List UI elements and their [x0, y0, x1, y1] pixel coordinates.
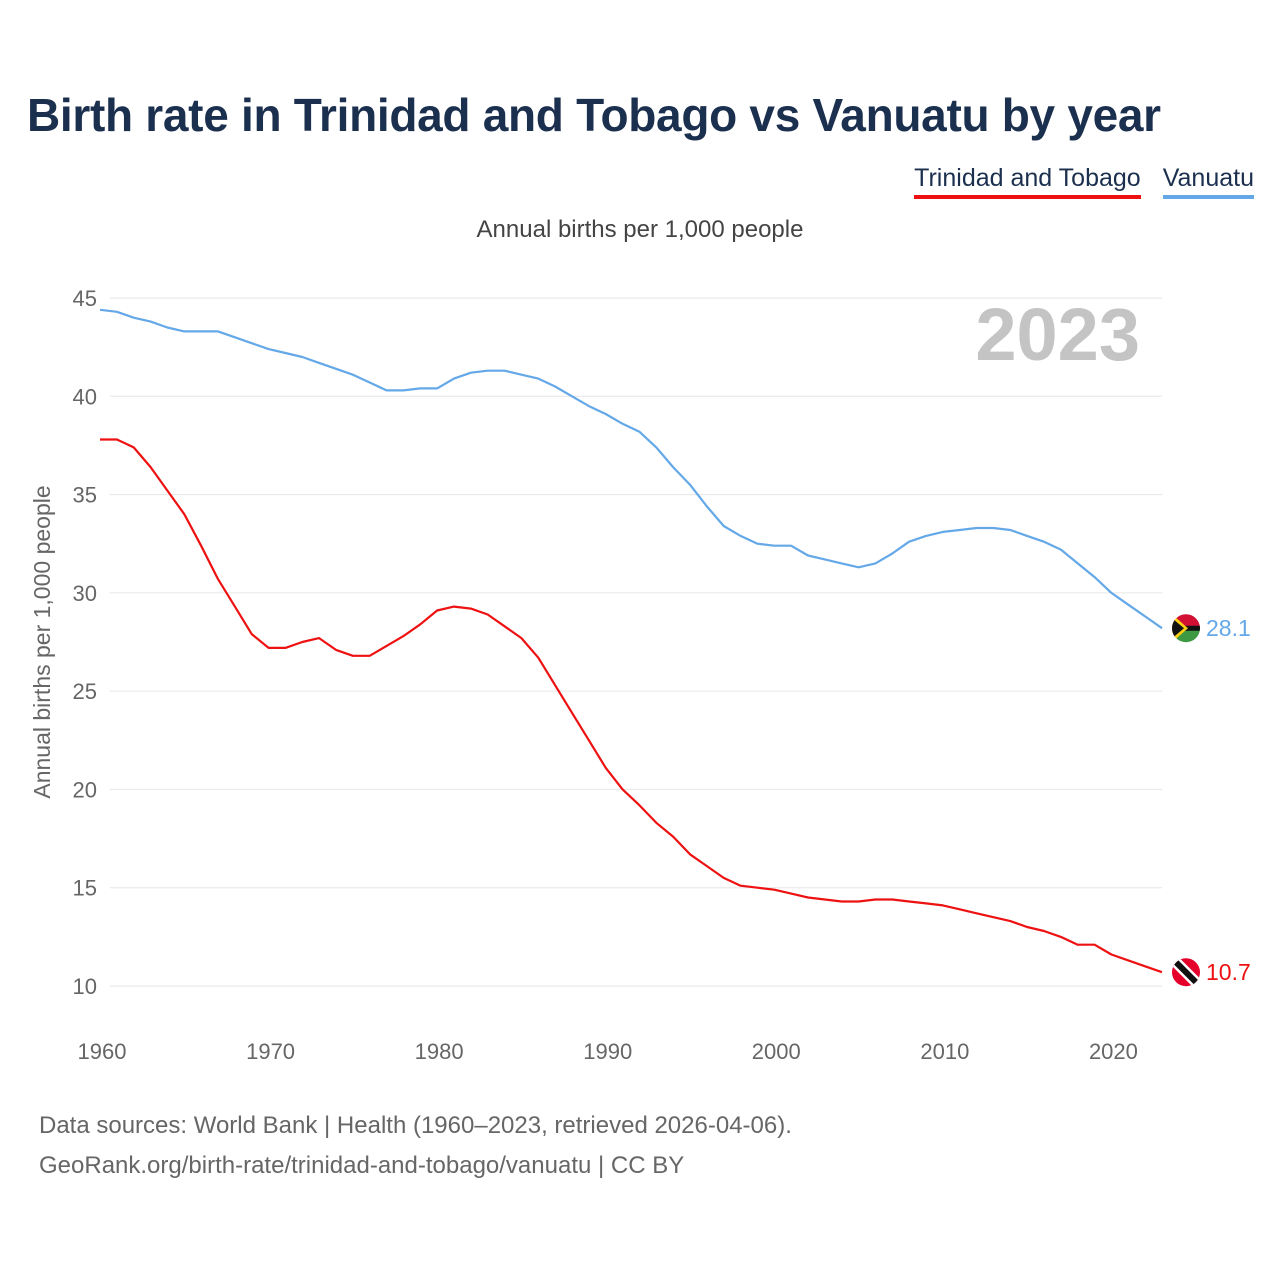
series-line-trinidad-and-tobago[interactable] — [100, 438, 1163, 974]
x-tick-label: 1960 — [78, 1039, 127, 1064]
x-tick-label: 1970 — [246, 1039, 295, 1064]
year-overlay: 2023 — [975, 293, 1140, 376]
y-tick-label: 25 — [73, 679, 97, 704]
legend: Trinidad and Tobago Vanuatu — [914, 164, 1254, 199]
y-tick-label: 30 — [73, 581, 97, 606]
y-tick-label: 45 — [73, 286, 97, 311]
y-tick-label: 15 — [73, 876, 97, 901]
flag-trinidad-and-tobago-icon — [1172, 958, 1200, 987]
y-tick-label: 20 — [73, 777, 97, 802]
data-source-note: Data sources: World Bank | Health (1960–… — [39, 1112, 792, 1139]
y-tick-label: 10 — [73, 974, 97, 999]
end-value-label-trinidad-and-tobago: 10.7 — [1206, 959, 1251, 985]
y-tick-label: 35 — [73, 483, 97, 508]
x-tick-label: 2020 — [1089, 1039, 1138, 1064]
y-tick-label: 40 — [73, 384, 97, 409]
flag-vanuatu-icon — [1172, 614, 1200, 643]
footer: Data sources: World Bank | Health (1960–… — [39, 1106, 792, 1186]
legend-item-vanuatu[interactable]: Vanuatu — [1162, 164, 1254, 199]
chart-title: Birth rate in Trinidad and Tobago vs Van… — [27, 89, 1161, 141]
y-axis-label: Annual births per 1,000 people — [29, 485, 55, 798]
series-line-vanuatu[interactable] — [99, 308, 1163, 630]
x-tick-label: 1980 — [415, 1039, 464, 1064]
legend-item-trinidad-and-tobago[interactable]: Trinidad and Tobago — [914, 164, 1141, 199]
x-tick-label: 2010 — [920, 1039, 969, 1064]
x-tick-label: 2000 — [752, 1039, 801, 1064]
source-link[interactable]: GeoRank.org/birth-rate/trinidad-and-toba… — [39, 1152, 685, 1179]
chart-subtitle: Annual births per 1,000 people — [476, 216, 804, 243]
x-tick-label: 1990 — [583, 1039, 632, 1064]
end-value-label-vanuatu: 28.1 — [1206, 615, 1251, 641]
